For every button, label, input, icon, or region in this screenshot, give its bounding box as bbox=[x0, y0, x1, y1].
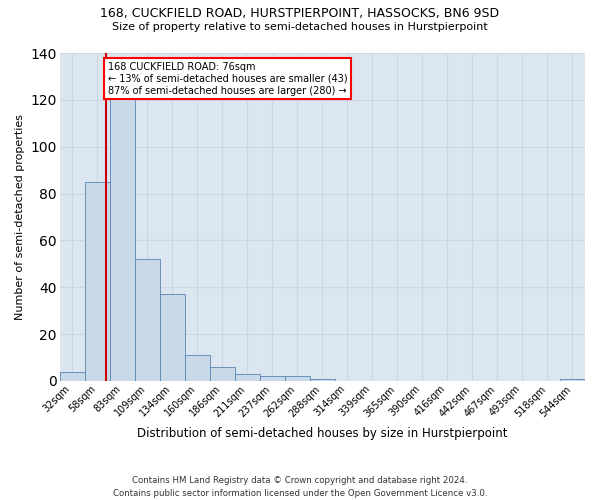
Text: Contains HM Land Registry data © Crown copyright and database right 2024.
Contai: Contains HM Land Registry data © Crown c… bbox=[113, 476, 487, 498]
Bar bbox=[185, 355, 210, 381]
X-axis label: Distribution of semi-detached houses by size in Hurstpierpoint: Distribution of semi-detached houses by … bbox=[137, 427, 508, 440]
Text: Size of property relative to semi-detached houses in Hurstpierpoint: Size of property relative to semi-detach… bbox=[112, 22, 488, 32]
Text: 168, CUCKFIELD ROAD, HURSTPIERPOINT, HASSOCKS, BN6 9SD: 168, CUCKFIELD ROAD, HURSTPIERPOINT, HAS… bbox=[100, 8, 500, 20]
Bar bbox=[260, 376, 285, 381]
Bar bbox=[560, 378, 585, 381]
Bar bbox=[110, 81, 135, 381]
Bar bbox=[135, 259, 160, 381]
Bar bbox=[210, 367, 235, 381]
Bar bbox=[285, 376, 310, 381]
Bar bbox=[60, 372, 85, 381]
Bar bbox=[85, 182, 110, 381]
Y-axis label: Number of semi-detached properties: Number of semi-detached properties bbox=[15, 114, 25, 320]
Text: 168 CUCKFIELD ROAD: 76sqm
← 13% of semi-detached houses are smaller (43)
87% of : 168 CUCKFIELD ROAD: 76sqm ← 13% of semi-… bbox=[108, 62, 347, 96]
Bar bbox=[160, 294, 185, 381]
Bar bbox=[310, 378, 335, 381]
Bar bbox=[235, 374, 260, 381]
